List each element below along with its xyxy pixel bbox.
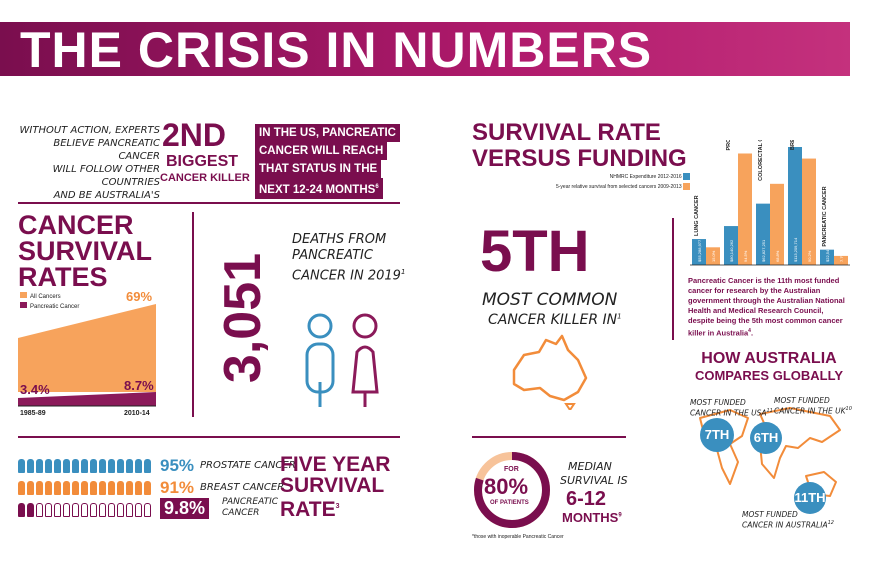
median-unit: MONTHS9	[562, 510, 622, 525]
deaths-text: DEATHS FROM PANCREATIC CANCER IN 20191	[292, 232, 406, 284]
divider	[18, 202, 400, 204]
bar-label: LUNG CANCER	[694, 195, 700, 236]
survival-value: 15.0%	[711, 250, 716, 262]
all-cancers-area	[18, 304, 156, 392]
prostate-label: PROSTATE CANCER	[200, 460, 296, 471]
divider	[192, 212, 194, 417]
fifth-rank: 5TH	[480, 219, 590, 284]
uk-label: MOST FUNDED CANCER IN THE UK10	[774, 396, 852, 416]
bar-label: COLORECTAL CANCER	[758, 140, 764, 181]
median-line2: SURVIVAL IS	[560, 474, 628, 487]
funding-bar	[724, 226, 738, 265]
fifth-line2: CANCER KILLER IN1	[488, 312, 622, 328]
funding-bar	[820, 249, 834, 265]
funding-value: $113,209,714	[793, 237, 798, 262]
funding-title: SURVIVAL RATE VERSUS FUNDING	[472, 119, 687, 172]
survival-bar	[706, 247, 720, 265]
global-title: HOW AUSTRALIA COMPARES GLOBALLY	[694, 350, 844, 383]
breast-label: BREAST CANCER	[200, 482, 285, 493]
period-end: 2010-14	[124, 410, 150, 417]
breast-people	[18, 481, 153, 500]
au-rank-badge: 11TH	[794, 482, 826, 514]
breast-pct: 91%	[160, 478, 195, 497]
deaths-number: 3,051	[214, 252, 272, 384]
survival-area-chart	[18, 304, 156, 407]
funding-bar-chart: LUNG CANCER $55,288,977 15.0% PROSTATE CANC…	[690, 140, 850, 266]
australia-map-icon	[512, 334, 588, 410]
uk-rank-badge: 6TH	[750, 422, 782, 454]
title-banner	[0, 22, 850, 76]
survival-bar	[834, 255, 848, 265]
survival-value: 68.8%	[775, 250, 780, 262]
funding-bar	[756, 203, 770, 265]
median-line1: MEDIAN	[568, 460, 612, 473]
au-label: MOST FUNDED CANCER IN AUSTRALIA12	[742, 510, 834, 530]
funding-value: $55,288,977	[697, 239, 702, 262]
rank-biggest: BIGGEST	[166, 153, 239, 170]
median-range: 6-12	[566, 488, 607, 510]
all-end-value: 69%	[126, 289, 153, 304]
survival-legend: All Cancers Pancreatic Cancer	[20, 292, 79, 312]
bar-label: BREAST CANCER	[790, 140, 796, 150]
funding-legend: NHMRC Expenditure 2012-2016 5-year relat…	[540, 172, 690, 192]
people-icon	[305, 313, 379, 407]
rank-killer: CANCER KILLER	[160, 172, 250, 184]
pancreatic-area	[18, 392, 156, 406]
usa-label: MOST FUNDED CANCER IN THE USA11	[690, 398, 773, 418]
panc-end-value: 8.7%	[124, 378, 154, 393]
funding-bar	[692, 239, 706, 265]
panc-start-value: 3.4%	[20, 382, 50, 397]
survival-value: 94.5%	[743, 250, 748, 262]
period-start: 1985-89	[20, 410, 46, 417]
funding-text: Pancreatic Cancer is the 11th most funde…	[688, 276, 845, 338]
median-ring	[474, 452, 550, 528]
divider	[18, 436, 400, 438]
intro-text: WITHOUT ACTION, EXPERTS BELIEVE PANCREAT…	[19, 125, 160, 201]
survival-value: 7.7%	[839, 252, 844, 262]
all-start-value: 49%	[20, 318, 47, 333]
funding-value: $62,827,251	[761, 239, 766, 262]
prostate-people	[18, 459, 153, 478]
survival-bar	[738, 153, 752, 265]
survival-bar	[802, 158, 816, 265]
usa-rank-badge: 7TH	[700, 418, 734, 452]
median-of: OF PATIENTS	[490, 500, 529, 506]
survival-bar	[770, 183, 784, 265]
funding-value: $80,140,262	[729, 239, 734, 262]
bar-label: PROSTATE CANCER	[726, 140, 732, 150]
us-status-box: IN THE US, PANCREATIC CANCER WILL REACH …	[255, 124, 400, 199]
divider	[472, 436, 626, 438]
pancreatic-pct: 9.8%	[160, 498, 210, 519]
pancreatic-label: PANCREATIC CANCER	[222, 497, 279, 518]
pancreatic-people	[18, 503, 153, 522]
bar-label: PANCREATIC CANCER	[822, 186, 828, 246]
page-title: THE CRISIS IN NUMBERS	[20, 22, 653, 78]
prostate-pct: 95%	[160, 456, 195, 475]
five-year-title: FIVE YEAR SURVIVAL RATE3	[280, 453, 391, 521]
fifth-line1: MOST COMMON	[482, 290, 618, 310]
funding-value: $22,546,026	[825, 239, 830, 262]
median-pct: 80%	[484, 474, 529, 499]
funding-bar	[788, 147, 802, 265]
rank-2nd: 2ND	[162, 117, 227, 153]
divider	[672, 218, 674, 340]
median-for: FOR	[504, 466, 519, 473]
survival-value: 90.2%	[807, 250, 812, 262]
median-note: *those with inoperable Pancreatic Cancer	[472, 534, 564, 540]
survival-title: CANCER SURVIVAL RATES	[18, 210, 153, 292]
